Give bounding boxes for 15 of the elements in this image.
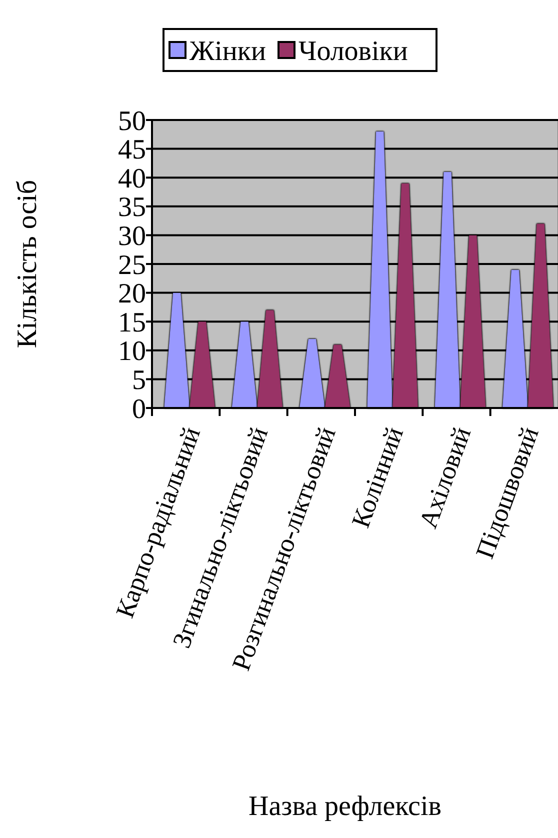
y-tick-label: 40 bbox=[118, 163, 146, 194]
y-tick-label: 0 bbox=[132, 394, 146, 425]
legend-label: Чоловіки bbox=[298, 36, 408, 67]
y-tick-label: 20 bbox=[118, 278, 146, 310]
y-tick-label: 30 bbox=[118, 221, 146, 252]
y-tick-label: 10 bbox=[118, 336, 146, 368]
x-axis-title: Назва рефлексів bbox=[248, 791, 442, 822]
y-tick-label: 35 bbox=[118, 192, 146, 224]
y-tick-label: 45 bbox=[118, 134, 146, 166]
y-axis-title: Кількість осіб bbox=[12, 180, 43, 348]
y-tick-label: 5 bbox=[132, 365, 146, 396]
y-tick-label: 15 bbox=[118, 307, 146, 338]
legend-label: Жінки bbox=[190, 36, 266, 67]
y-tick-label: 25 bbox=[118, 250, 146, 281]
y-tick-label: 50 bbox=[118, 106, 146, 137]
